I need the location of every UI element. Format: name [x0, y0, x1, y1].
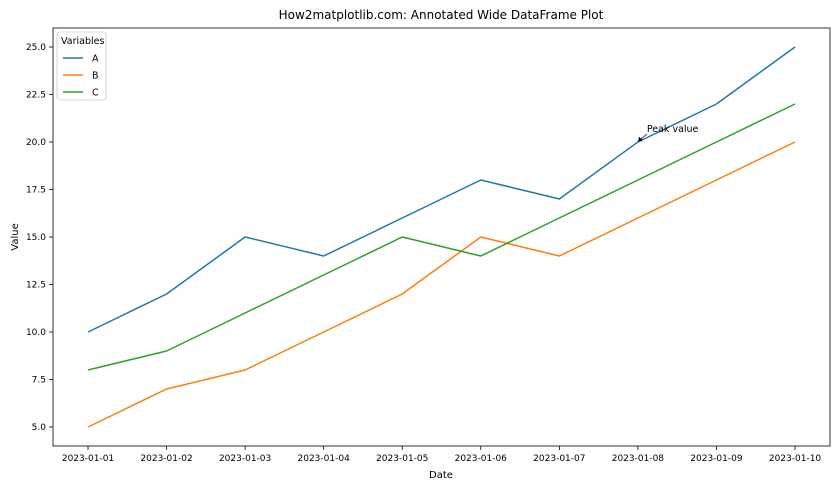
x-tick-label: 2023-01-04	[298, 454, 351, 464]
y-tick-label: 12.5	[26, 281, 46, 291]
x-tick-label: 2023-01-07	[533, 454, 585, 464]
annotation-text: Peak value	[647, 124, 699, 135]
legend-box	[56, 31, 107, 101]
plot-frame	[52, 27, 831, 447]
x-tick-label: 2023-01-01	[62, 454, 114, 464]
y-tick-label: 15.0	[26, 233, 46, 243]
y-tick-label: 17.5	[26, 186, 46, 196]
x-tick-label: 2023-01-02	[140, 454, 192, 464]
legend-title: Variables	[61, 36, 104, 47]
x-tick-label: 2023-01-05	[376, 454, 428, 464]
chart-title: How2matplotlib.com: Annotated Wide DataF…	[279, 8, 604, 22]
legend-label-b: B	[92, 71, 99, 82]
annotation-arrow-head	[637, 136, 643, 142]
annotation: Peak value	[637, 124, 699, 142]
y-tick-label: 10.0	[26, 328, 46, 338]
series-line-c	[87, 103, 796, 371]
x-axis-label: Date	[429, 470, 453, 481]
y-tick-label: 5.0	[32, 423, 47, 433]
legend-label-a: A	[92, 54, 99, 65]
legend-label-c: C	[92, 88, 99, 99]
y-tick-label: 7.5	[32, 376, 46, 386]
series-line-a	[87, 46, 796, 333]
x-tick-label: 2023-01-10	[769, 454, 822, 464]
y-axis-label: Value	[10, 223, 21, 250]
x-tick-label: 2023-01-09	[690, 454, 743, 464]
legend: Variables ABC	[56, 31, 107, 101]
y-axis-ticks: 5.0 7.5 10.0 12.5 15.0 17.5 20.0 22.5 25.0	[26, 43, 53, 433]
x-axis-ticks: 2023-01-01 2023-01-02 2023-01-03 2023-01-04…	[62, 446, 822, 464]
series-lines	[87, 46, 796, 428]
x-tick-label: 2023-01-06	[455, 454, 508, 464]
x-tick-label: 2023-01-08	[612, 454, 665, 464]
y-tick-label: 20.0	[26, 138, 46, 148]
x-tick-label: 2023-01-03	[219, 454, 271, 464]
y-tick-label: 22.5	[26, 91, 46, 101]
y-tick-label: 25.0	[26, 43, 46, 53]
series-line-b	[87, 141, 796, 428]
